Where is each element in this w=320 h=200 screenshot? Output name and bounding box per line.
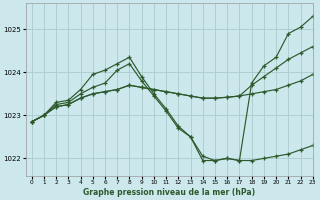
X-axis label: Graphe pression niveau de la mer (hPa): Graphe pression niveau de la mer (hPa) [83,188,255,197]
